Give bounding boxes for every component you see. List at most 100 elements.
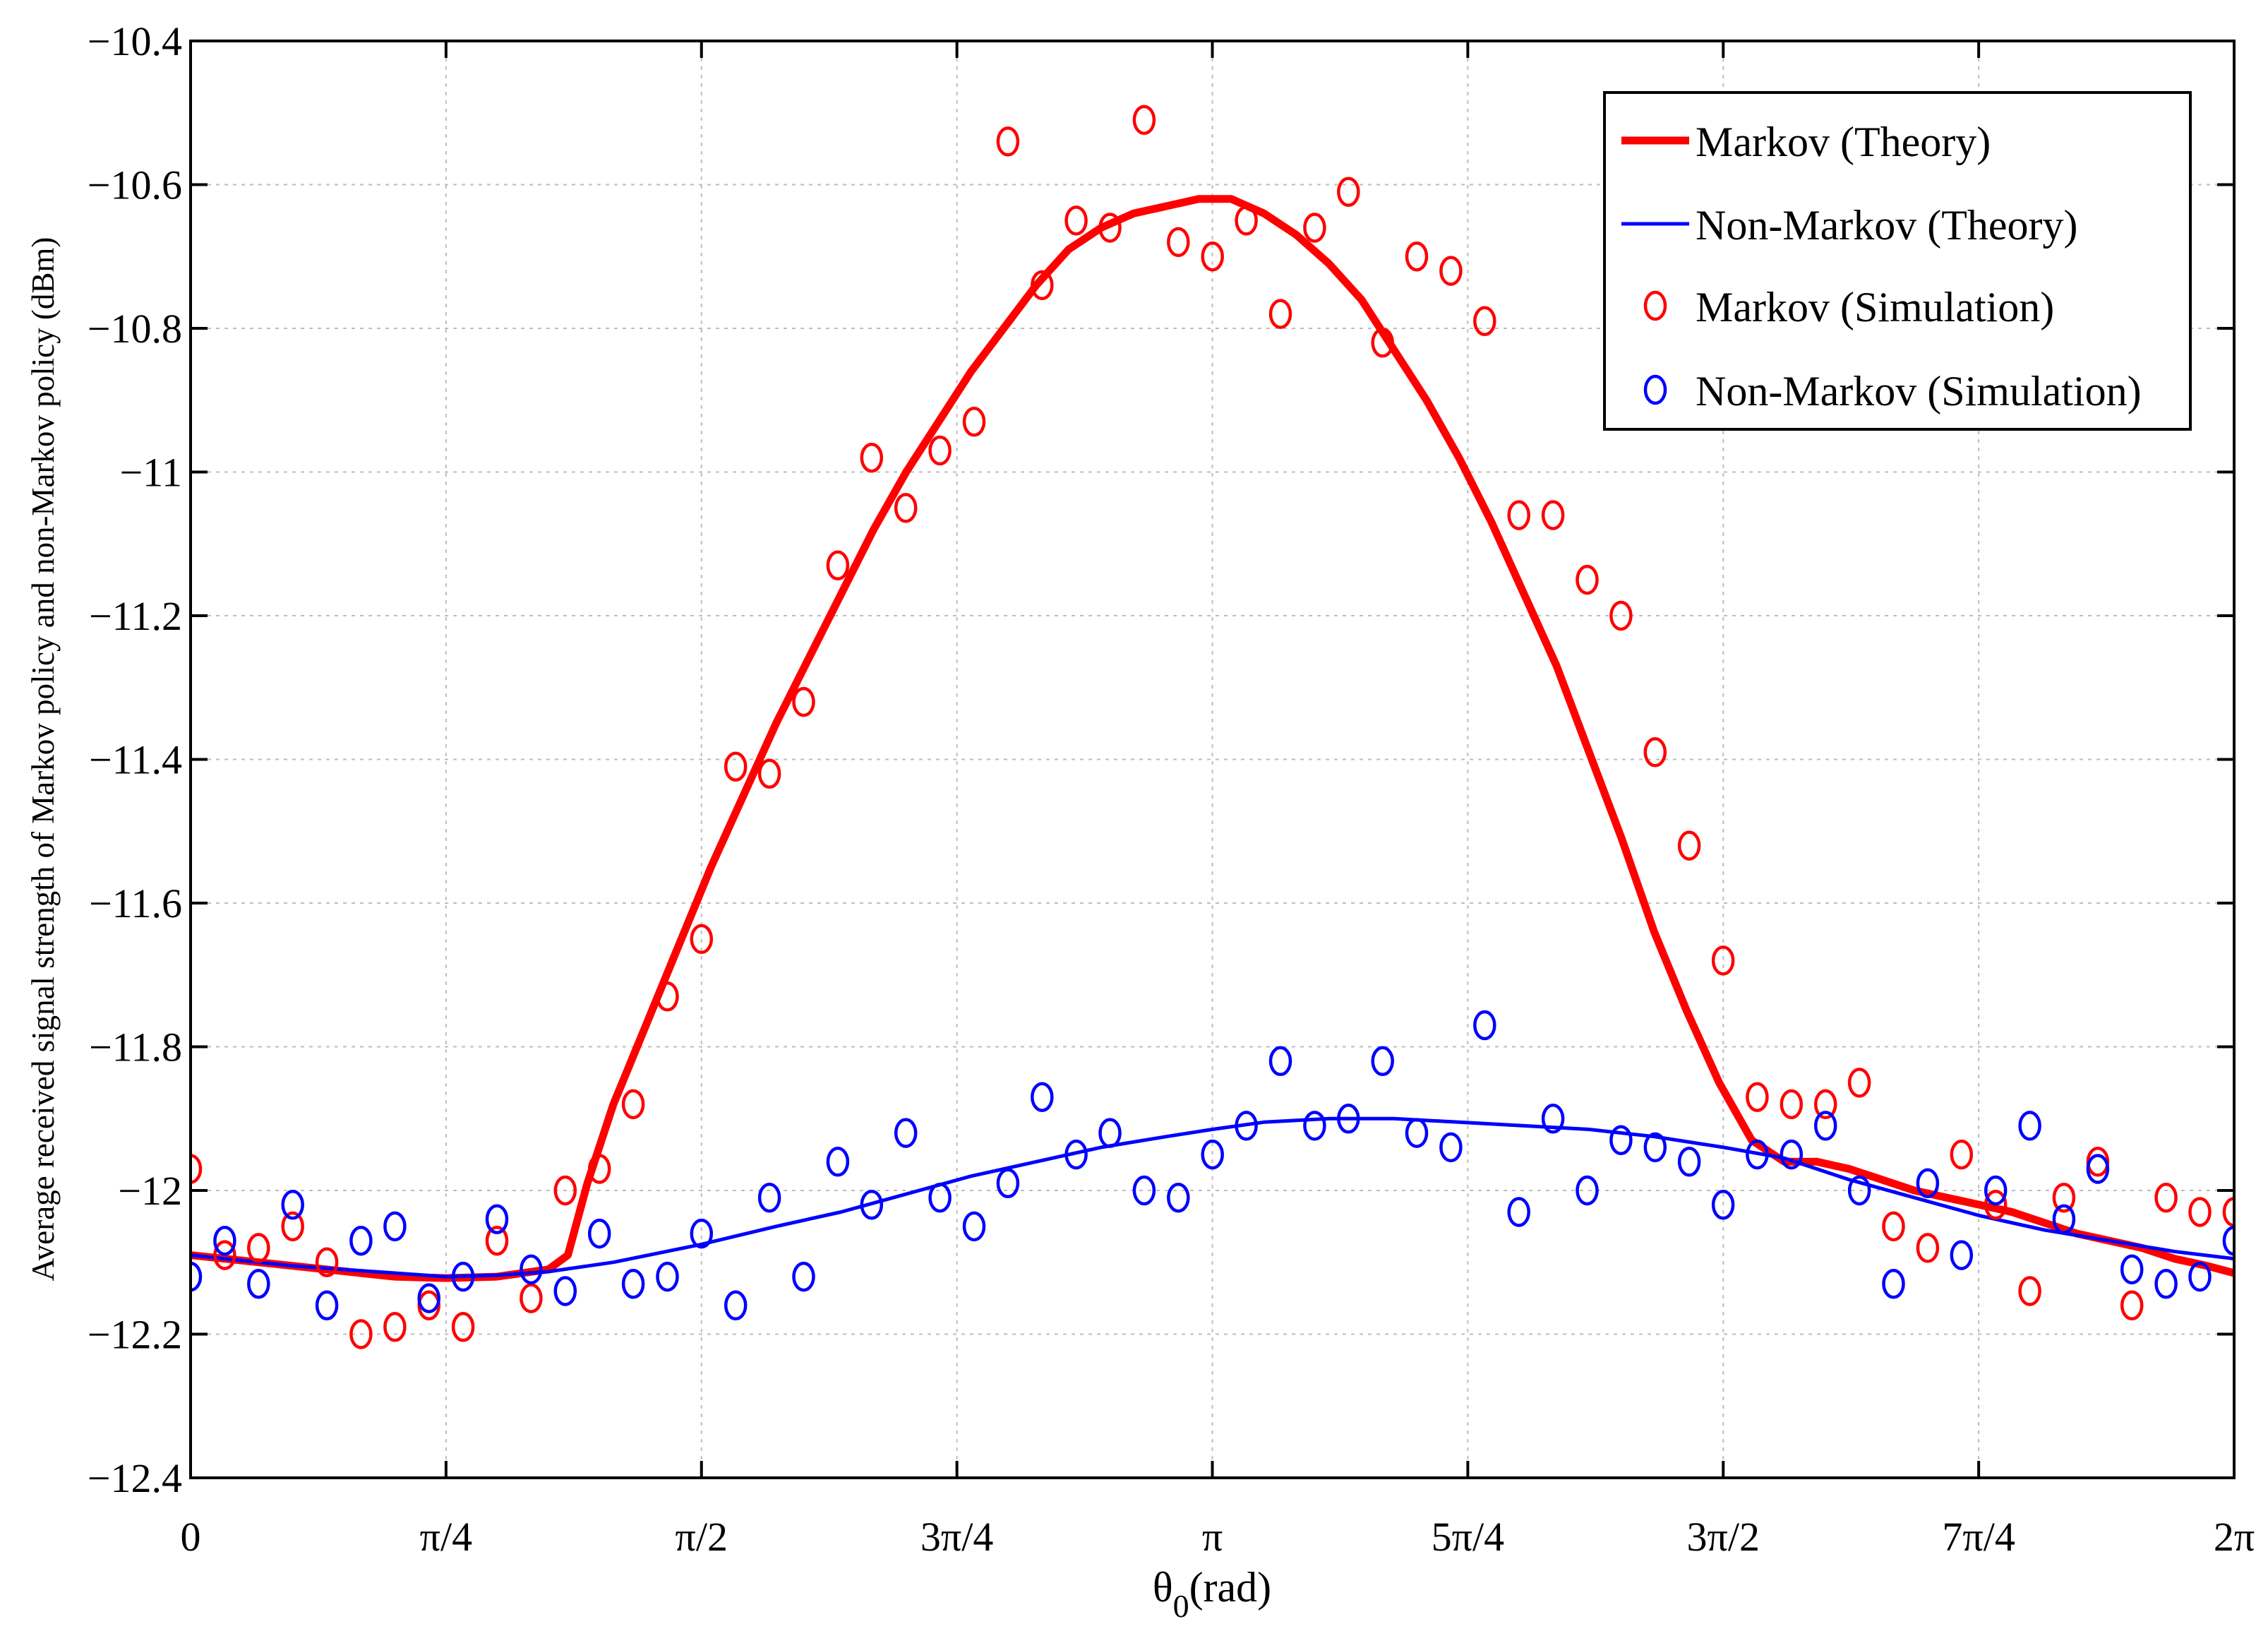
nonmarkov-simulation-point	[1268, 1046, 1292, 1077]
x-axis-label-unit: (rad)	[1189, 1564, 1272, 1611]
x-tick-label: π/4	[420, 1514, 472, 1560]
nonmarkov-simulation-point	[1031, 1082, 1054, 1112]
nonmarkov-simulation-point	[656, 1261, 679, 1292]
nonmarkov-simulation-point	[281, 1190, 304, 1220]
markov-simulation-point	[1268, 299, 1292, 329]
markov-simulation-point	[383, 1312, 407, 1342]
markov-simulation-point	[1916, 1233, 1940, 1263]
y-axis-label: Average received signal strength of Mark…	[25, 237, 61, 1282]
markov-simulation-point	[621, 1089, 645, 1120]
x-tick-label: 3π/2	[1687, 1514, 1760, 1560]
markov-simulation-point	[587, 1154, 611, 1184]
nonmarkov-simulation-point	[1916, 1168, 1940, 1199]
legend-marker-nonmarkov-simulation	[1643, 374, 1667, 405]
markov-simulation-point	[1609, 600, 1633, 631]
markov-simulation-point	[213, 1240, 236, 1270]
nonmarkov-simulation-point	[315, 1290, 339, 1321]
markov-simulation-point	[247, 1233, 270, 1263]
markov-simulation-point	[1132, 105, 1156, 136]
markov-simulation-point	[553, 1175, 577, 1206]
y-tick-label: −10.6	[88, 162, 182, 208]
legend: Markov (Theory) Non-Markov (Theory) Mark…	[1603, 91, 2192, 431]
markov-simulation-point	[1337, 177, 1360, 207]
nonmarkov-simulation-point	[1780, 1139, 1804, 1170]
nonmarkov-simulation-point	[1439, 1132, 1463, 1163]
nonmarkov-simulation-point	[1813, 1111, 1837, 1141]
markov-simulation-point	[996, 126, 1020, 157]
y-tick-label: −12.4	[88, 1455, 182, 1501]
nonmarkov-simulation-point	[417, 1283, 440, 1313]
nonmarkov-simulation-point	[1064, 1139, 1088, 1170]
markov-simulation-point	[1746, 1082, 1769, 1112]
markov-simulation-point	[1507, 500, 1530, 530]
nonmarkov-simulation-point	[1950, 1240, 1974, 1270]
legend-label-markov-theory: Markov (Theory)	[1696, 119, 1991, 165]
markov-simulation-point	[962, 407, 986, 437]
nonmarkov-simulation-point	[587, 1218, 611, 1249]
x-axis-label: θ0(rad)	[1153, 1564, 1271, 1624]
nonmarkov-simulation-point	[928, 1182, 952, 1213]
nonmarkov-simulation-point	[894, 1118, 918, 1148]
markov-simulation-point	[315, 1247, 339, 1277]
nonmarkov-simulation-point	[792, 1261, 815, 1292]
y-tick-label: −10.4	[88, 18, 182, 64]
nonmarkov-simulation-point	[621, 1269, 645, 1299]
legend-label-markov-simulation: Markov (Simulation)	[1696, 284, 2054, 330]
markov-simulation-point	[1064, 205, 1088, 236]
nonmarkov-simulation-point	[553, 1276, 577, 1306]
y-tick-label: −11	[119, 450, 182, 496]
nonmarkov-simulation-point	[1576, 1175, 1599, 1206]
markov-simulation-point	[1473, 306, 1496, 337]
nonmarkov-simulation-point	[1746, 1139, 1769, 1170]
markov-simulation-point	[2188, 1197, 2212, 1227]
x-tick-label: 7π/4	[1942, 1514, 2015, 1560]
markov-simulation-point	[1405, 241, 1429, 272]
nonmarkov-simulation-point	[1473, 1010, 1496, 1041]
markov-simulation-point	[1371, 328, 1394, 358]
nonmarkov-simulation-point	[520, 1254, 543, 1285]
nonmarkov-simulation-point	[1405, 1118, 1429, 1148]
nonmarkov-simulation-point	[2154, 1269, 2178, 1299]
y-tick-label: −11.6	[89, 880, 182, 926]
nonmarkov-theory-line	[191, 1116, 2234, 1279]
nonmarkov-simulation-point	[1337, 1104, 1360, 1134]
nonmarkov-simulation-point	[1098, 1118, 1122, 1148]
nonmarkov-simulation-point	[1677, 1147, 1701, 1177]
markov-simulation-point	[656, 981, 679, 1012]
markov-simulation-point	[1711, 945, 1735, 976]
markov-simulation-point	[1984, 1190, 2008, 1220]
nonmarkov-simulation-point	[962, 1211, 986, 1242]
markov-simulation-point	[1677, 830, 1701, 861]
x-tick-label: π/2	[676, 1514, 728, 1560]
markov-simulation-point	[281, 1211, 304, 1242]
nonmarkov-simulation-point	[1984, 1175, 2008, 1206]
markov-simulation-point	[1303, 213, 1326, 243]
markov-simulation-point	[349, 1319, 373, 1349]
nonmarkov-simulation-point	[1711, 1190, 1735, 1220]
markov-simulation-point	[826, 550, 850, 581]
nonmarkov-simulation-point	[1847, 1175, 1871, 1206]
markov-simulation-point	[1576, 564, 1599, 595]
y-tick-label: −12.2	[88, 1312, 182, 1358]
markov-simulation-point	[1031, 270, 1054, 301]
legend-box	[1603, 91, 2192, 431]
markov-simulation-point	[1541, 500, 1565, 530]
nonmarkov-simulation-point	[2086, 1154, 2110, 1184]
markov-simulation-point	[2052, 1182, 2076, 1213]
nonmarkov-simulation-point	[1609, 1125, 1633, 1156]
nonmarkov-simulation-point	[247, 1269, 270, 1299]
markov-simulation-point	[1167, 227, 1190, 258]
legend-marker-markov-simulation	[1643, 290, 1667, 321]
nonmarkov-simulation-point	[191, 1261, 203, 1292]
markov-simulation-point	[792, 686, 815, 717]
markov-simulation-point	[690, 924, 714, 955]
nonmarkov-simulation-point	[451, 1261, 475, 1292]
markov-simulation-point	[451, 1312, 475, 1342]
nonmarkov-simulation-point	[2018, 1111, 2041, 1141]
markov-simulation-point	[860, 442, 884, 473]
nonmarkov-simulation-point	[213, 1225, 236, 1256]
nonmarkov-simulation-point	[1643, 1132, 1667, 1163]
markov-simulation-point	[1235, 205, 1258, 236]
markov-simulation-point	[2120, 1290, 2144, 1321]
